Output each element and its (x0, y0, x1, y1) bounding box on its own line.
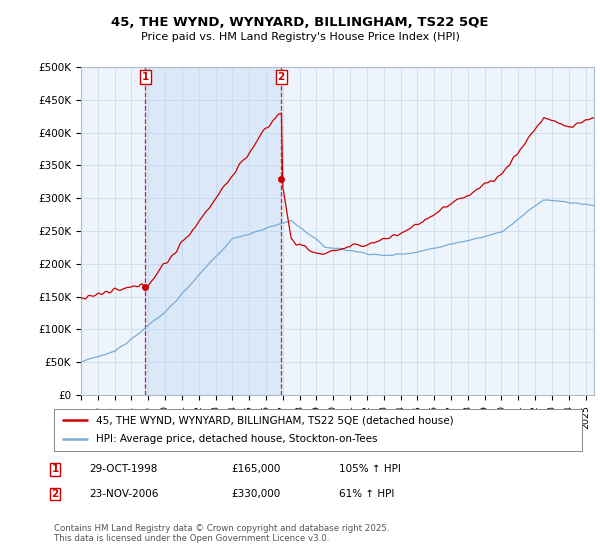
Text: 61% ↑ HPI: 61% ↑ HPI (339, 489, 394, 499)
Text: 23-NOV-2006: 23-NOV-2006 (89, 489, 158, 499)
Text: Contains HM Land Registry data © Crown copyright and database right 2025.
This d: Contains HM Land Registry data © Crown c… (54, 524, 389, 543)
Text: 2: 2 (52, 489, 59, 499)
Text: £165,000: £165,000 (231, 464, 280, 474)
Text: 45, THE WYND, WYNYARD, BILLINGHAM, TS22 5QE (detached house): 45, THE WYND, WYNYARD, BILLINGHAM, TS22 … (96, 415, 454, 425)
Text: £330,000: £330,000 (231, 489, 280, 499)
Text: 29-OCT-1998: 29-OCT-1998 (89, 464, 157, 474)
Text: HPI: Average price, detached house, Stockton-on-Tees: HPI: Average price, detached house, Stoc… (96, 435, 378, 445)
Text: Price paid vs. HM Land Registry's House Price Index (HPI): Price paid vs. HM Land Registry's House … (140, 32, 460, 43)
Text: 45, THE WYND, WYNYARD, BILLINGHAM, TS22 5QE: 45, THE WYND, WYNYARD, BILLINGHAM, TS22 … (111, 16, 489, 29)
Text: 1: 1 (52, 464, 59, 474)
Text: 2: 2 (278, 72, 285, 82)
Text: 105% ↑ HPI: 105% ↑ HPI (339, 464, 401, 474)
Text: 1: 1 (142, 72, 149, 82)
Bar (145, 67, 281, 395)
